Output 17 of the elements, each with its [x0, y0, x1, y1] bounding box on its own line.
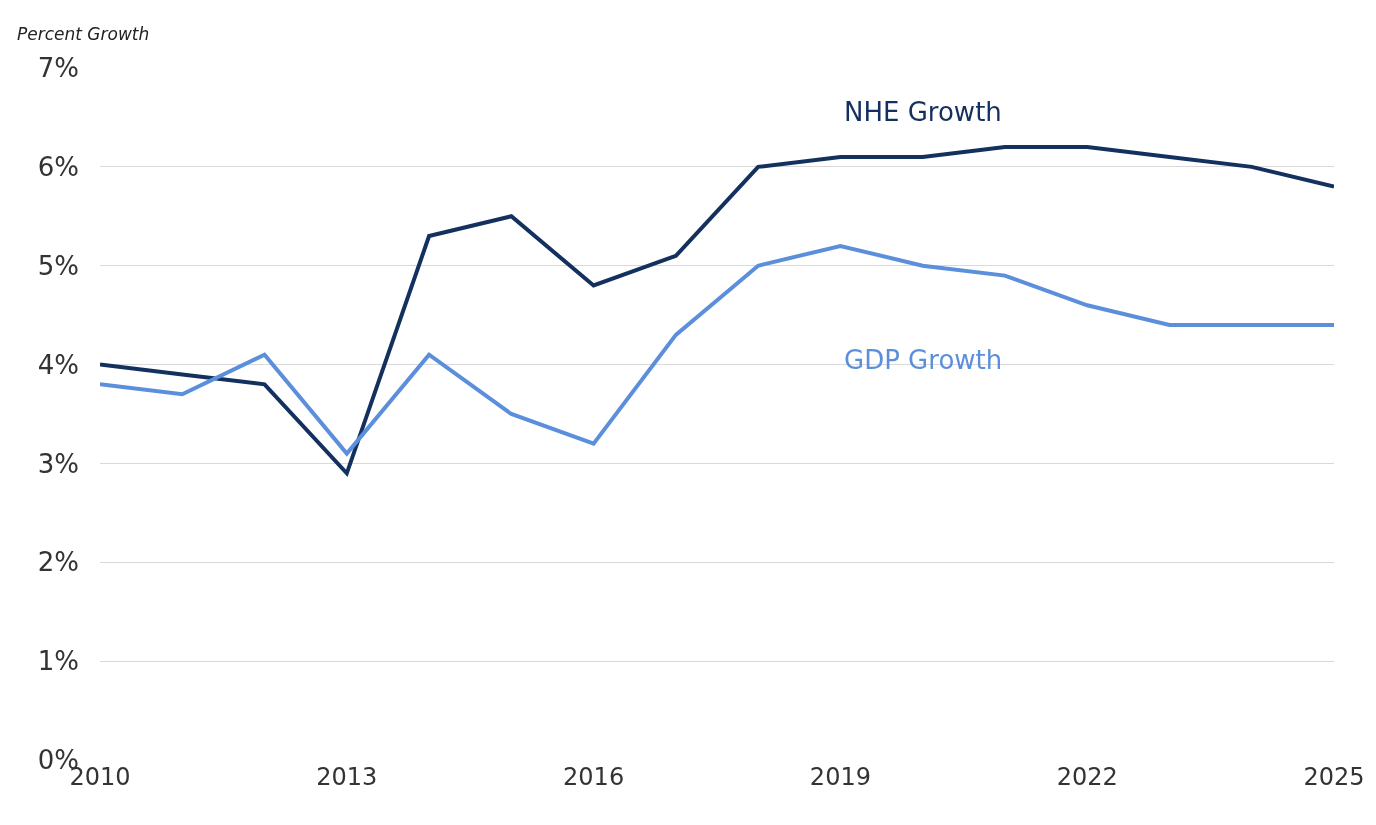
- y-tick-label: 5%: [37, 250, 79, 281]
- y-tick-label: 2%: [37, 547, 79, 578]
- line-series: [100, 145, 1334, 476]
- y-tick-label: 3%: [37, 448, 79, 479]
- text: GDP Growth: [844, 345, 1003, 375]
- x-tick-label: 2013: [316, 763, 378, 791]
- series-label: NHE Growth: [844, 97, 1002, 127]
- y-tick-label: 7%: [37, 53, 79, 84]
- x-tick-label: 2022: [1056, 763, 1118, 791]
- x-tick-label: 2019: [809, 763, 871, 791]
- x-tick-label: 2025: [1303, 763, 1365, 791]
- y-tick-label: 4%: [37, 349, 79, 380]
- y-axis-title: Percent Growth: [17, 24, 150, 44]
- x-tick-label: 2016: [563, 763, 625, 791]
- y-tick-label: 1%: [37, 646, 79, 677]
- y-tick-label: 6%: [37, 151, 79, 182]
- line-series: [100, 243, 1334, 456]
